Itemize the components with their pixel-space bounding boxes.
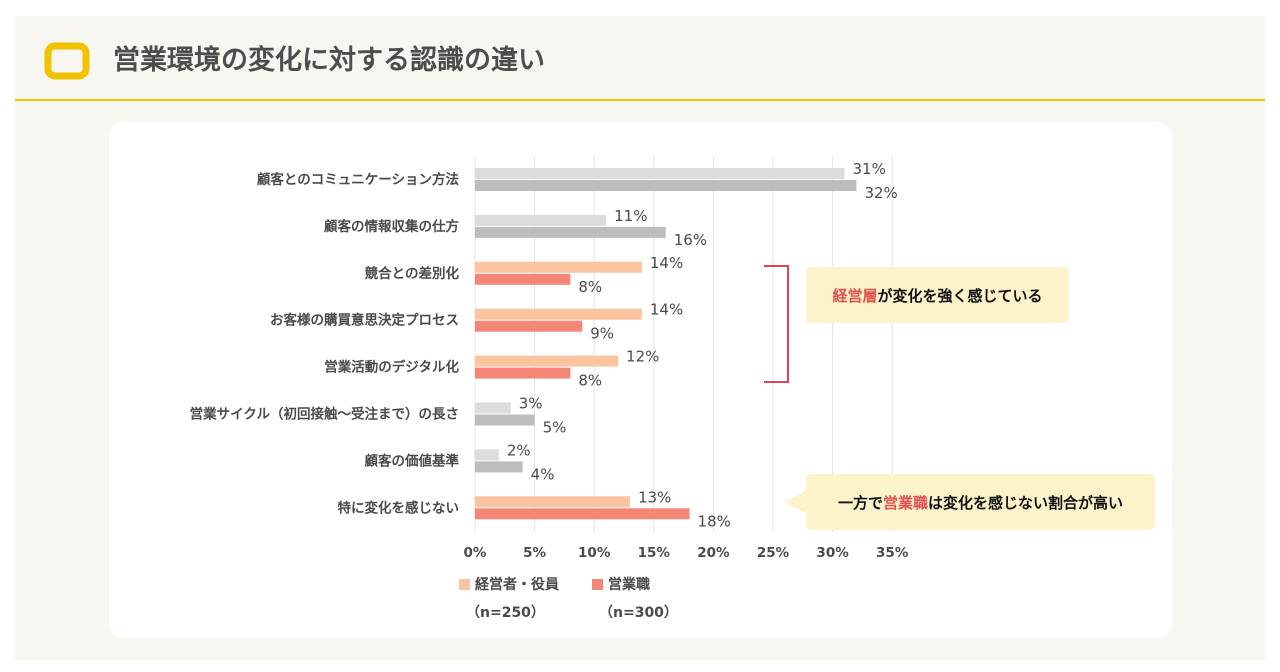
- value-label-executive: 31%: [853, 160, 886, 178]
- value-label-sales: 5%: [543, 419, 567, 437]
- legend-executive: 経営者・役員: [459, 574, 559, 594]
- callout-2-pointer: [784, 491, 806, 513]
- value-label-sales: 32%: [864, 184, 897, 202]
- bar-sales: [475, 273, 571, 285]
- bar-executive: [475, 402, 511, 414]
- bar-sales: [475, 367, 571, 379]
- value-label-executive: 2%: [507, 441, 531, 459]
- value-label-executive: 3%: [519, 395, 543, 413]
- callout-1-text: が変化を強く感じている: [877, 286, 1043, 305]
- bar-executive: [475, 355, 619, 367]
- callout-2-highlight: 営業職: [882, 493, 928, 512]
- value-label-executive: 14%: [650, 301, 683, 319]
- category-label: お客様の購買意思決定プロセス: [270, 312, 459, 329]
- value-label-sales: 8%: [578, 278, 602, 296]
- x-tick-label: 10%: [578, 545, 611, 561]
- legend-executive-label: 経営者・役員: [475, 577, 559, 593]
- title-marker-icon: [44, 42, 90, 80]
- bar-sales: [475, 226, 666, 238]
- legend-sales-swatch: [592, 578, 603, 590]
- bar-sales: [475, 414, 535, 426]
- category-label: 顧客の価値基準: [365, 452, 460, 469]
- category-label: 営業サイクル（初回接触〜受注まで）の長さ: [190, 406, 459, 423]
- callout-executives: 経営層 が変化を強く感じている: [806, 267, 1069, 323]
- x-tick-label: 25%: [757, 545, 790, 561]
- bar-executive: [475, 214, 607, 226]
- bar-sales: [475, 461, 523, 473]
- category-label: 営業活動のデジタル化: [324, 359, 459, 376]
- category-label: 顧客の情報収集の仕方: [324, 218, 459, 235]
- value-label-sales: 18%: [698, 512, 731, 530]
- value-label-executive: 12%: [626, 348, 659, 366]
- bar-executive: [475, 168, 845, 179]
- value-label-executive: 13%: [638, 488, 671, 506]
- legend-executive-swatch: [459, 578, 470, 590]
- x-tick-label: 15%: [638, 545, 671, 561]
- group-bracket: [764, 265, 789, 383]
- value-label-sales: 8%: [578, 372, 602, 390]
- value-label-executive: 14%: [650, 254, 683, 272]
- x-tick-label: 35%: [876, 545, 909, 561]
- category-label: 競合との差別化: [365, 265, 460, 282]
- bar-sales: [475, 320, 583, 332]
- bar-executive: [475, 308, 642, 320]
- legend-sales-n: （n=300）: [599, 605, 678, 621]
- category-label: 顧客とのコミュニケーション方法: [257, 171, 460, 188]
- bar-executive: [475, 449, 499, 461]
- bar-executive: [475, 496, 630, 508]
- chart-card: [109, 122, 1172, 638]
- bar-sales: [475, 508, 690, 520]
- title-divider: [15, 99, 1265, 101]
- callout-2-text: は変化を感じない割合が高い: [928, 493, 1124, 512]
- value-label-sales: 4%: [531, 465, 555, 483]
- category-label: 特に変化を感じない: [338, 499, 460, 516]
- legend-sales: 営業職: [592, 574, 650, 594]
- callout-1-highlight: 経営層: [832, 286, 878, 305]
- value-label-executive: 11%: [614, 207, 647, 225]
- value-label-sales: 16%: [674, 231, 707, 249]
- callout-2-prefix: 一方で: [837, 493, 883, 512]
- bars: [475, 168, 857, 520]
- x-tick-label: 5%: [523, 545, 546, 561]
- value-label-sales: 9%: [590, 325, 614, 343]
- x-tick-label: 30%: [816, 545, 849, 561]
- x-tick-label: 0%: [464, 545, 487, 561]
- labels: 0% 5% 10% 15% 20% 25% 30% 35% 顧客とのコミュニケーション方法 31%…: [190, 160, 909, 561]
- page-title: 営業環境の変化に対する認識の違い: [113, 45, 545, 76]
- legend-executive-n: （n=250）: [466, 605, 545, 621]
- legend-sales-label: 営業職: [608, 577, 650, 593]
- bar-executive: [475, 261, 642, 273]
- x-tick-label: 20%: [697, 545, 730, 561]
- bar-sales: [475, 180, 857, 191]
- callout-sales: 一方で 営業職 は変化を感じない割合が高い: [784, 474, 1155, 530]
